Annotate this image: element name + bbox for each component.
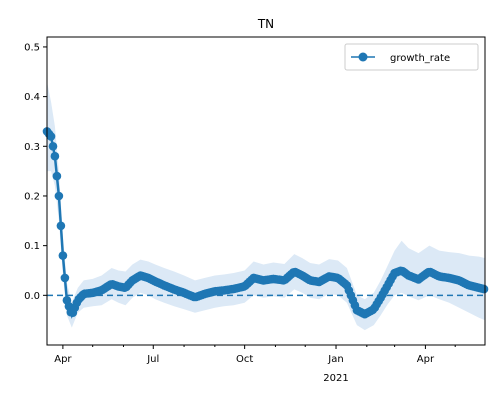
y-tick-label: 0.1 [24,241,40,252]
axes-frame [46,36,486,346]
y-tick-label: 0.3 [24,142,40,153]
y-tick-label: 0.4 [24,92,40,103]
data-point [58,251,68,260]
x-tick-label: Apr [417,354,435,365]
chart-title: TN [257,17,274,31]
data-point [479,284,489,294]
data-point [50,151,60,161]
y-tick-label: 0.2 [24,191,40,202]
x-tick-label: Jul [146,354,159,365]
data-point [54,191,64,201]
legend: growth_rate [344,43,479,71]
legend-label-growth-rate: growth_rate [390,53,450,64]
x-tick-label: Apr [54,354,72,365]
y-tick-label: 0.5 [24,42,40,53]
x-tick-label: Jan [327,354,343,365]
plot-area [42,81,489,331]
x-tick-sublabel: 2021 [323,373,348,384]
x-tick-label: Oct [236,354,253,365]
data-point [56,221,66,231]
legend-box [344,43,479,71]
legend-marker [358,52,368,62]
data-point [60,273,70,283]
y-tick-label: 0.0 [24,291,40,302]
axes: 0.0 0.1 0.2 0.3 0.4 0.5 Apr Jul Oct Jan 2021 Apr [24,36,486,384]
confidence-band [47,81,485,331]
data-point [48,142,58,151]
data-point [46,132,56,141]
data-point [52,171,62,181]
